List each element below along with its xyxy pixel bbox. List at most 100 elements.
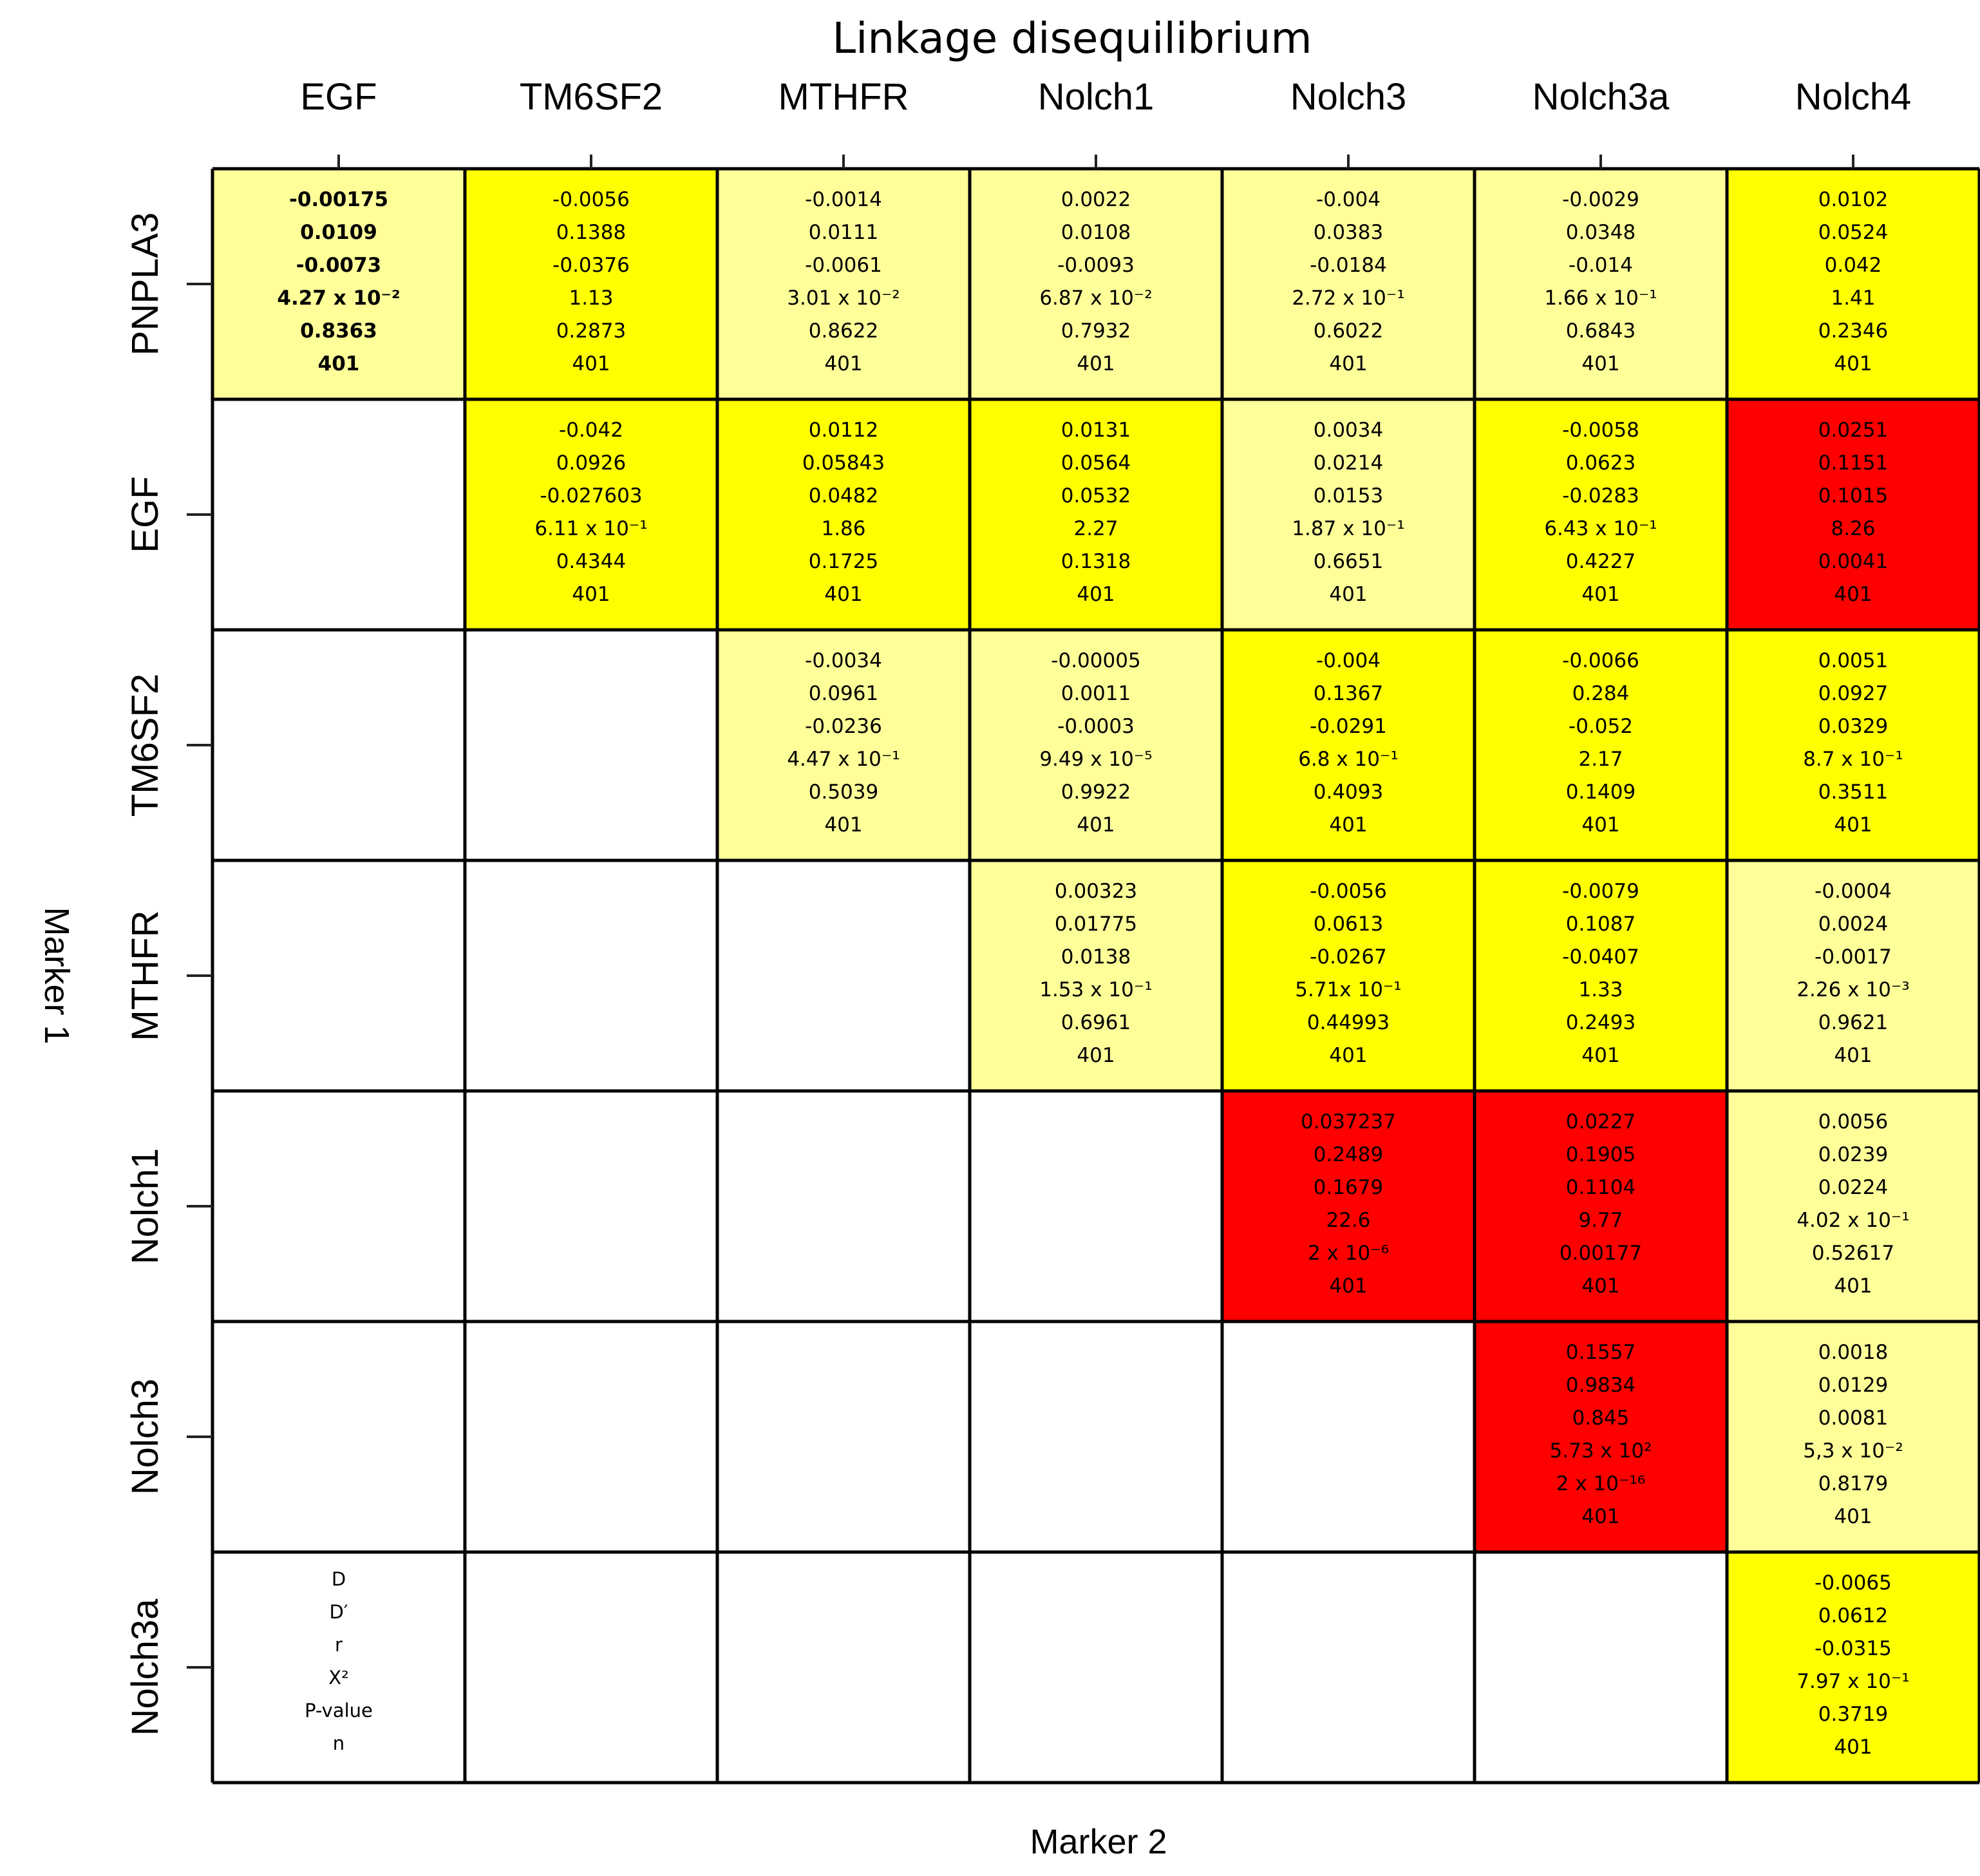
y-axis-label: Marker 1 <box>37 907 76 1044</box>
cell-value: 1.86 <box>821 517 865 540</box>
heatmap-cells: -0.00175 0.0109 -0.0073 4.27 x 10⁻² 0.8363 40… <box>212 169 1979 1783</box>
cell-value: 401 <box>1329 1044 1367 1067</box>
cell-value: 0.3511 <box>1818 781 1888 804</box>
ld-cell <box>970 169 1222 399</box>
cell-value: -0.014 <box>1569 254 1633 277</box>
axis-tick-labels: EGF TM6SF2 MTHFR Nolch1 Nolch3 Nolch3a Nolch4 P… <box>37 76 1911 1736</box>
cell-value: 0.0961 <box>809 682 878 705</box>
cell-value: 0.0153 <box>1314 484 1383 507</box>
cell-value: 2 x 10⁻⁶ <box>1308 1242 1389 1265</box>
cell-value: 0.8179 <box>1818 1472 1888 1495</box>
cell-value: 0.00177 <box>1560 1242 1642 1265</box>
cell-value: 3.01 x 10⁻² <box>787 287 900 310</box>
cell-value: 0.1104 <box>1566 1176 1636 1199</box>
x-tick-label: TM6SF2 <box>520 76 663 118</box>
cell-value: -0.042 <box>559 419 623 442</box>
cell-value: 401 <box>1834 1505 1872 1528</box>
cell-value: 8.26 <box>1831 517 1875 540</box>
ld-cell <box>1222 399 1475 630</box>
cell-value: 0.0251 <box>1818 419 1888 442</box>
cell-value: -0.0376 <box>552 254 630 277</box>
cell-value: 9.49 x 10⁻⁵ <box>1039 748 1152 771</box>
chart-title: Linkage disequilibrium <box>832 14 1312 63</box>
ld-cell <box>1222 169 1475 399</box>
cell-value: 0.0051 <box>1818 649 1888 672</box>
cell-value: 0.037237 <box>1301 1110 1396 1133</box>
cell-value: 0.2489 <box>1314 1143 1383 1166</box>
cell-value: 0.0081 <box>1818 1407 1888 1430</box>
cell-value: 0.0112 <box>809 419 878 442</box>
cell-value: 401 <box>1581 583 1619 606</box>
cell-value: 0.0214 <box>1314 451 1383 475</box>
cell-value: 0.1388 <box>556 221 626 244</box>
empty-cell <box>1475 1552 1727 1783</box>
cell-value: 0.0524 <box>1818 221 1888 244</box>
cell-value: 0.0108 <box>1061 221 1131 244</box>
x-tick-label: Nolch3a <box>1532 76 1670 118</box>
cell-value: 0.7932 <box>1061 319 1131 343</box>
cell-value: 0.845 <box>1572 1407 1630 1430</box>
cell-value: 0.0109 <box>300 221 377 244</box>
cell-value: -0.004 <box>1316 649 1381 672</box>
ld-cell <box>1475 1091 1727 1322</box>
cell-value: -0.0184 <box>1310 254 1387 277</box>
cell-value: 0.9922 <box>1061 781 1131 804</box>
cell-value: 401 <box>1581 813 1619 837</box>
cell-value: -0.0236 <box>805 715 882 738</box>
cell-value: 0.8363 <box>300 319 377 343</box>
empty-cell <box>212 1091 465 1322</box>
y-tick-label: Nolch1 <box>124 1148 166 1265</box>
ld-cell <box>1727 399 1979 630</box>
cell-value: -0.0283 <box>1562 484 1639 507</box>
ld-cell <box>1475 860 1727 1091</box>
heatmap-grid <box>211 167 1980 1785</box>
cell-value: 0.0111 <box>809 221 878 244</box>
cell-value: 9.77 <box>1578 1209 1623 1232</box>
cell-value: 0.1905 <box>1566 1143 1636 1166</box>
cell-value: 0.44993 <box>1307 1011 1390 1034</box>
cell-value: 401 <box>1834 1044 1872 1067</box>
cell-value: 0.0018 <box>1818 1341 1888 1364</box>
ld-cell <box>1727 1091 1979 1322</box>
x-tick-label: Nolch1 <box>1038 76 1155 118</box>
empty-cell <box>465 630 717 860</box>
cell-value: -0.0267 <box>1310 945 1387 969</box>
cell-value: 401 <box>824 583 862 606</box>
empty-cell <box>212 860 465 1091</box>
cell-value: 0.0022 <box>1061 188 1131 211</box>
cell-value: -0.0065 <box>1815 1571 1892 1595</box>
cell-value: -0.0056 <box>552 188 630 211</box>
ld-cell <box>1222 630 1475 860</box>
legend-stat-label: X² <box>328 1667 349 1689</box>
cell-value: 0.0564 <box>1061 451 1131 475</box>
cell-value: 401 <box>318 352 360 375</box>
axis-ticks <box>187 155 1854 1669</box>
ld-cell <box>1727 1552 1979 1783</box>
cell-value: 0.1557 <box>1566 1341 1636 1364</box>
cell-value: 401 <box>1581 1505 1619 1528</box>
ld-cell <box>212 169 465 399</box>
cell-value: 401 <box>1834 1274 1872 1298</box>
y-tick-label: Nolch3 <box>124 1379 166 1495</box>
cell-value: 401 <box>1077 813 1115 837</box>
cell-value: 0.6961 <box>1061 1011 1131 1034</box>
cell-value: 1.13 <box>569 287 613 310</box>
cell-value: -0.052 <box>1569 715 1633 738</box>
ld-cell <box>465 399 717 630</box>
y-tick-label: TM6SF2 <box>124 674 166 817</box>
cell-value: 0.0926 <box>556 451 626 475</box>
cell-value: 0.0224 <box>1818 1176 1888 1199</box>
cell-value: 0.0227 <box>1566 1110 1636 1133</box>
ld-cell <box>1475 399 1727 630</box>
cell-value: 0.0011 <box>1061 682 1131 705</box>
y-tick-label: PNPLA3 <box>124 213 166 355</box>
cell-value: 0.2493 <box>1566 1011 1636 1034</box>
empty-cell <box>717 1552 970 1783</box>
empty-cell <box>465 1552 717 1783</box>
cell-value: 4.47 x 10⁻¹ <box>787 748 900 771</box>
cell-value: 0.0927 <box>1818 682 1888 705</box>
ld-cell <box>970 630 1222 860</box>
legend-stat-label: D <box>332 1568 346 1590</box>
ld-cell <box>1222 1091 1475 1322</box>
